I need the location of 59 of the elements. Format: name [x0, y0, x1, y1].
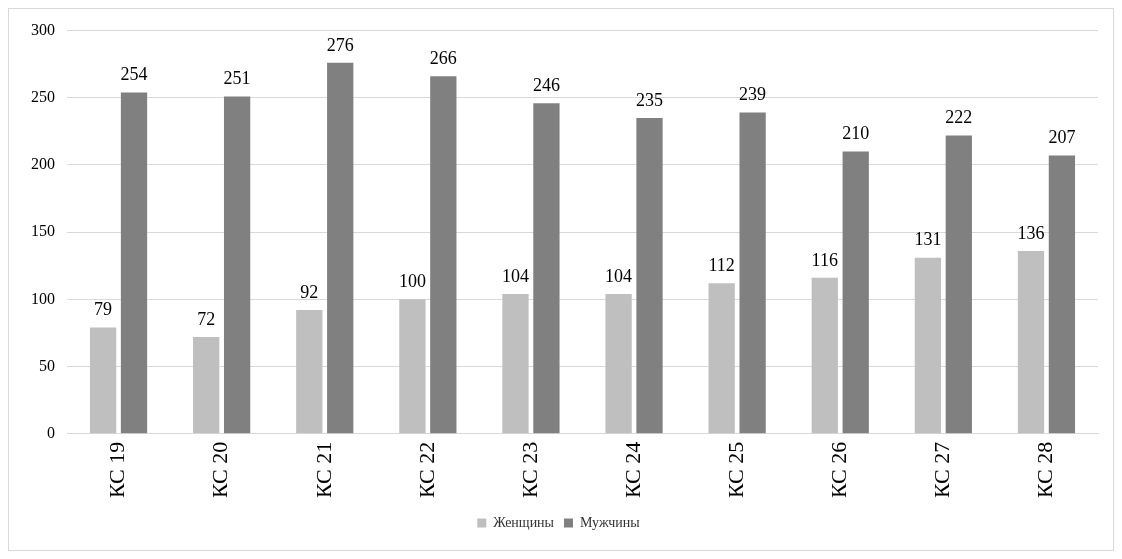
y-tick-label: 250 — [31, 87, 55, 105]
data-label: 207 — [1048, 127, 1076, 148]
x-tick-label: КС 28 — [1032, 441, 1058, 499]
x-tick-label: КС 25 — [722, 441, 748, 499]
bar — [193, 336, 220, 434]
y-tick-label: 300 — [31, 20, 55, 38]
bar — [914, 257, 942, 434]
data-label: 136 — [1017, 222, 1045, 243]
bar — [120, 92, 148, 434]
data-label: 104 — [501, 265, 529, 286]
data-label: 112 — [708, 254, 735, 275]
bar — [708, 283, 735, 434]
legend-label: Женщины — [493, 514, 555, 530]
bar — [533, 103, 560, 434]
bar — [605, 293, 632, 434]
x-tick-label: КС 19 — [104, 441, 130, 499]
bar — [223, 96, 251, 434]
bar — [811, 277, 838, 434]
data-label: 246 — [532, 74, 560, 95]
bar — [327, 62, 354, 434]
x-tick-label: КС 24 — [619, 441, 645, 499]
bar — [296, 310, 323, 434]
data-label: 92 — [300, 281, 319, 302]
x-tick-label: КС 22 — [413, 441, 439, 499]
legend-label: Мужчины — [580, 514, 641, 530]
bar — [89, 327, 117, 434]
data-label: 79 — [94, 299, 113, 320]
bar — [430, 76, 457, 434]
bar — [842, 151, 869, 434]
bar — [1017, 250, 1045, 434]
y-tick-label: 0 — [47, 423, 55, 441]
data-label: 116 — [811, 249, 838, 270]
x-tick-label: КС 26 — [826, 441, 852, 499]
x-tick-label: КС 20 — [207, 441, 233, 499]
bar — [1048, 155, 1076, 434]
data-label: 104 — [605, 265, 633, 286]
data-label: 254 — [120, 64, 148, 85]
data-label: 239 — [739, 84, 767, 105]
y-tick-label: 50 — [39, 356, 55, 374]
data-label: 251 — [223, 68, 251, 89]
y-tick-label: 150 — [31, 222, 55, 240]
x-tick-label: КС 27 — [929, 441, 955, 499]
bar — [399, 299, 426, 434]
data-label: 222 — [945, 107, 973, 128]
data-label: 210 — [842, 123, 870, 144]
data-label: 100 — [398, 271, 426, 292]
data-label: 235 — [636, 89, 664, 110]
data-label: 131 — [914, 229, 942, 250]
data-label: 276 — [326, 34, 354, 55]
bar — [739, 112, 766, 434]
y-tick-label: 200 — [31, 155, 55, 173]
bar — [636, 117, 663, 434]
y-tick-label: 100 — [31, 289, 55, 307]
x-tick-label: КС 21 — [310, 441, 336, 499]
data-label: 266 — [429, 48, 457, 69]
bar — [502, 293, 529, 434]
bar — [945, 135, 972, 434]
data-label: 72 — [197, 308, 216, 329]
x-tick-label: КС 23 — [516, 441, 542, 499]
